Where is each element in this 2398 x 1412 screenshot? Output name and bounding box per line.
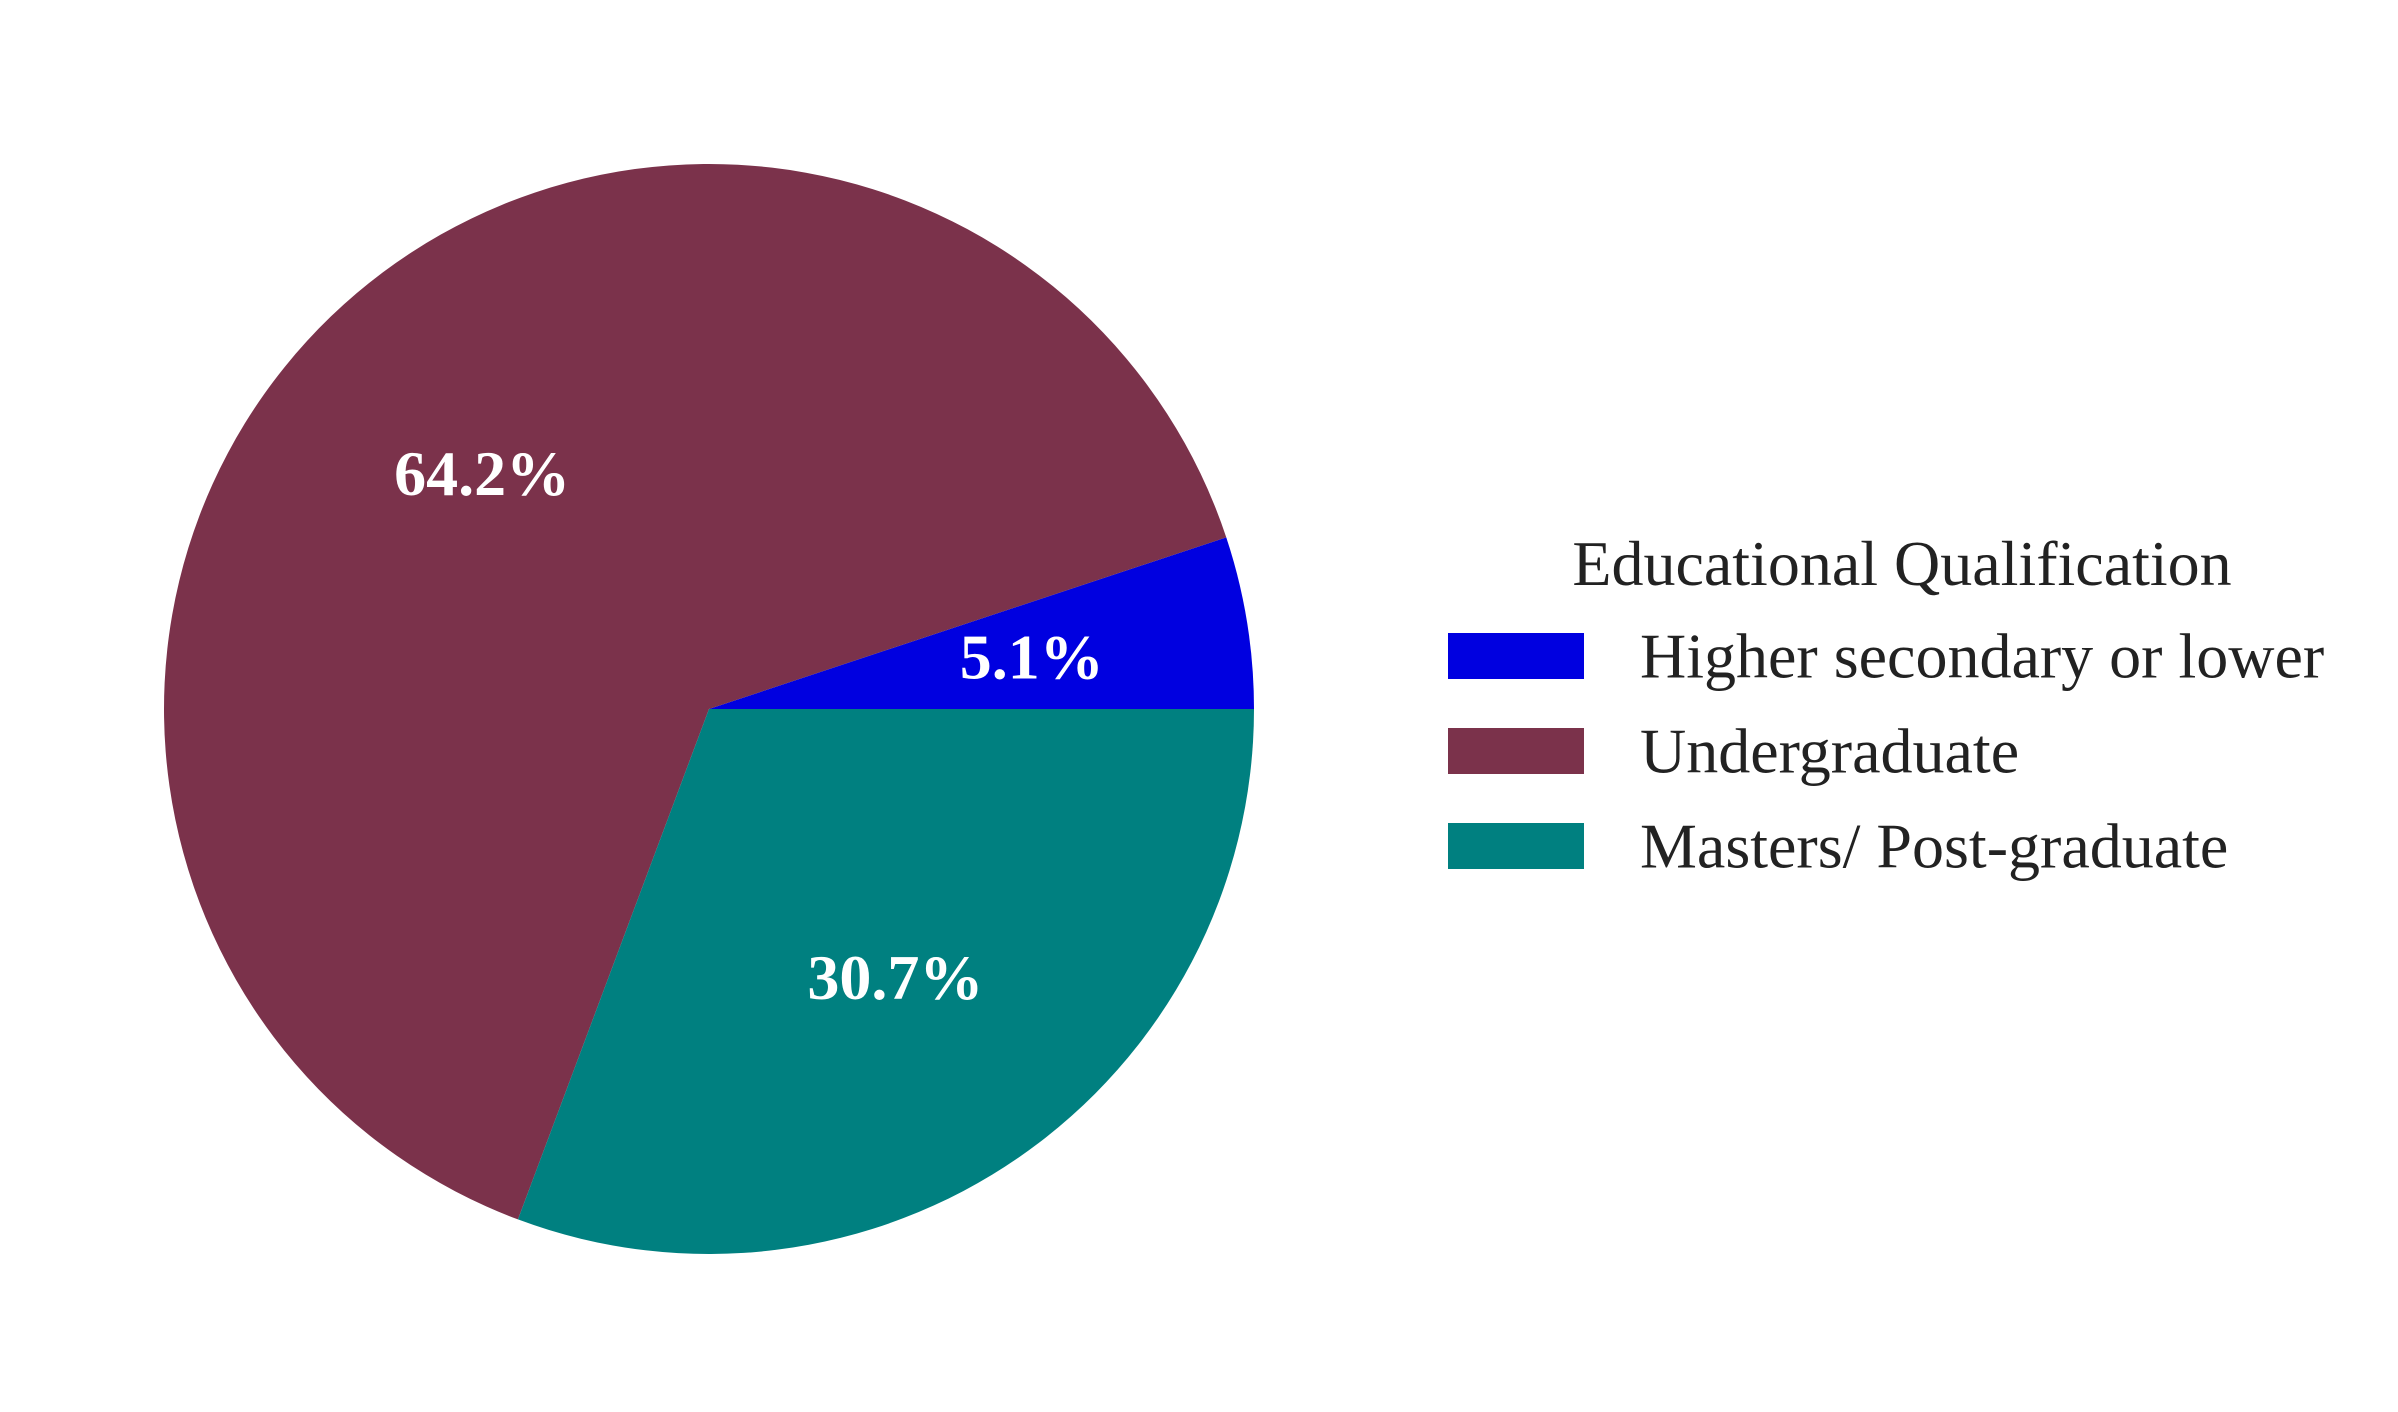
pie-slice-masters-post-graduate	[517, 709, 1254, 1254]
pie-slices	[163, 163, 1254, 1254]
legend-items: Higher secondary or lower Undergraduate Ma…	[1448, 621, 2324, 882]
pie-slice-undergraduate	[163, 163, 1227, 1220]
legend-swatch-undergraduate	[1448, 728, 1584, 774]
slice-label-higher-secondary-or-lower: 5.1%	[960, 621, 1104, 692]
pie-slice-higher-secondary-or-lower	[709, 537, 1254, 709]
legend-swatch-higher-secondary-or-lower	[1448, 633, 1584, 679]
legend-label-higher-secondary-or-lower: Higher secondary or lower	[1640, 621, 2324, 692]
legend-swatch-masters-post-graduate	[1448, 823, 1584, 869]
legend-label-masters-post-graduate: Masters/ Post-graduate	[1640, 811, 2228, 882]
pie-slice-labels: 5.1% 64.2% 30.7%	[394, 438, 1104, 1013]
legend-label-undergraduate: Undergraduate	[1640, 716, 2019, 787]
legend-title: Educational Qualification	[1572, 528, 2231, 599]
legend: Educational Qualification Higher seconda…	[1448, 528, 2324, 882]
slice-label-masters-post-graduate: 30.7%	[807, 942, 983, 1013]
slice-label-undergraduate: 64.2%	[394, 438, 570, 509]
